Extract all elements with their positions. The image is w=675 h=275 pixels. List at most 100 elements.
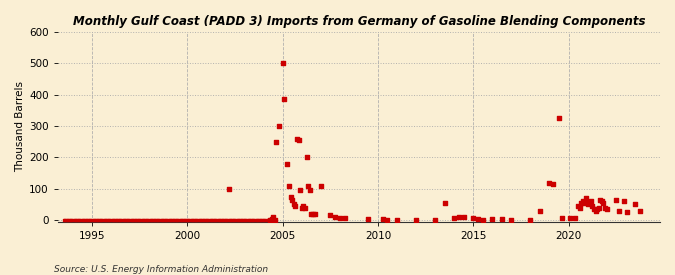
Point — [134, 218, 145, 222]
Point — [95, 218, 105, 222]
Point — [472, 216, 483, 221]
Point — [130, 218, 140, 222]
Point — [93, 218, 104, 222]
Point — [137, 218, 148, 222]
Point — [226, 218, 237, 222]
Point — [238, 218, 249, 222]
Point — [454, 215, 464, 219]
Point — [65, 218, 76, 222]
Point — [91, 218, 102, 222]
Point — [592, 207, 603, 211]
Point — [63, 218, 74, 222]
Point — [240, 218, 251, 222]
Point — [282, 162, 293, 167]
Point — [159, 218, 170, 222]
Point — [86, 218, 97, 222]
Point — [128, 218, 138, 222]
Point — [634, 208, 645, 213]
Point — [170, 218, 181, 222]
Point — [196, 218, 207, 222]
Point — [243, 218, 254, 222]
Point — [105, 218, 116, 222]
Point — [232, 218, 243, 222]
Point — [271, 140, 281, 145]
Point — [120, 218, 131, 222]
Point — [292, 136, 302, 141]
Point — [169, 218, 180, 222]
Point — [257, 218, 268, 222]
Point — [430, 218, 441, 222]
Point — [125, 218, 136, 222]
Point — [535, 208, 545, 213]
Point — [199, 218, 210, 222]
Point — [82, 218, 92, 222]
Point — [259, 218, 270, 222]
Point — [572, 204, 583, 208]
Point — [71, 218, 82, 222]
Point — [268, 215, 279, 219]
Point — [296, 205, 307, 210]
Point — [115, 218, 126, 222]
Point — [458, 215, 469, 219]
Point — [218, 218, 229, 222]
Point — [186, 218, 197, 222]
Y-axis label: Thousand Barrels: Thousand Barrels — [15, 81, 25, 172]
Point — [223, 218, 234, 222]
Point — [329, 215, 340, 219]
Point — [173, 218, 184, 222]
Point — [611, 197, 622, 202]
Point — [580, 196, 591, 200]
Point — [66, 218, 77, 222]
Point — [565, 215, 576, 220]
Point — [213, 218, 224, 222]
Point — [487, 216, 497, 221]
Point — [599, 205, 610, 210]
Point — [197, 218, 208, 222]
Point — [363, 216, 374, 221]
Point — [234, 218, 244, 222]
Point — [279, 97, 290, 101]
Point — [254, 218, 265, 222]
Point — [582, 202, 593, 207]
Point — [202, 218, 213, 222]
Point — [182, 218, 192, 222]
Point — [72, 218, 83, 222]
Point — [136, 218, 146, 222]
Point — [139, 218, 150, 222]
Point — [295, 188, 306, 192]
Point — [302, 183, 313, 188]
Point — [185, 218, 196, 222]
Point — [557, 215, 568, 220]
Point — [183, 218, 194, 222]
Point — [377, 216, 388, 221]
Point — [587, 204, 598, 208]
Point — [306, 212, 317, 216]
Point — [224, 218, 235, 222]
Point — [70, 218, 80, 222]
Point — [262, 218, 273, 222]
Point — [140, 218, 151, 222]
Point — [264, 218, 275, 222]
Point — [236, 218, 246, 222]
Point — [122, 218, 132, 222]
Point — [163, 218, 173, 222]
Point — [622, 210, 632, 214]
Point — [392, 218, 402, 222]
Point — [242, 218, 252, 222]
Point — [590, 208, 601, 213]
Point — [300, 205, 310, 210]
Point — [167, 218, 178, 222]
Point — [176, 218, 186, 222]
Point — [245, 218, 256, 222]
Point — [570, 215, 580, 220]
Point — [210, 218, 221, 222]
Point — [593, 205, 604, 210]
Point — [215, 218, 225, 222]
Point — [158, 218, 169, 222]
Point — [84, 218, 95, 222]
Point — [576, 201, 587, 205]
Point — [246, 218, 257, 222]
Point — [477, 218, 488, 222]
Point — [164, 218, 175, 222]
Point — [107, 218, 118, 222]
